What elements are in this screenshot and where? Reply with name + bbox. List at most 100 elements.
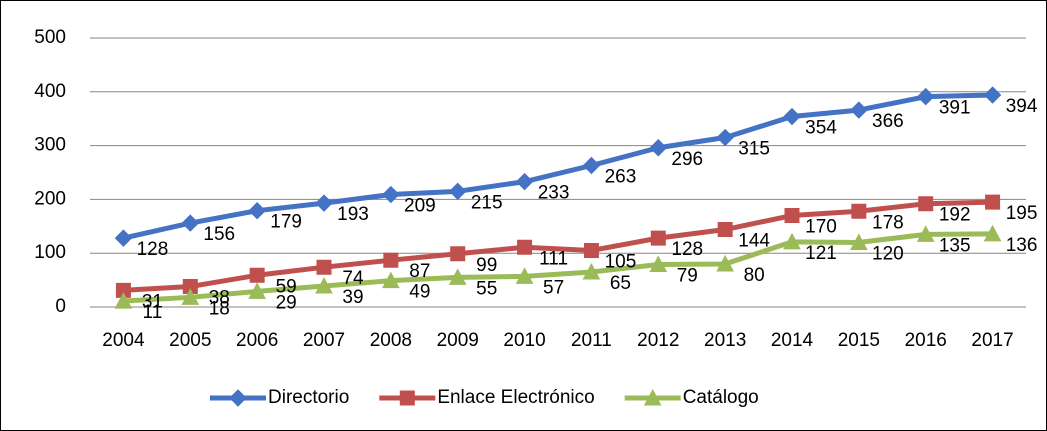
data-label: 11 xyxy=(143,302,163,323)
marker xyxy=(583,243,599,259)
data-label: 29 xyxy=(276,292,297,313)
y-tick-label: 100 xyxy=(34,242,66,263)
data-label: 193 xyxy=(337,204,369,225)
legend-label: Catálogo xyxy=(683,387,759,408)
x-tick-label: 2009 xyxy=(437,330,479,351)
legend-marker xyxy=(643,388,662,406)
marker xyxy=(783,232,801,250)
data-label: 315 xyxy=(738,139,770,160)
marker xyxy=(449,182,467,201)
data-label: 179 xyxy=(270,212,302,233)
data-label: 38 xyxy=(209,288,230,309)
data-label: 80 xyxy=(744,265,765,286)
marker xyxy=(582,156,601,175)
marker xyxy=(316,259,332,275)
data-label: 31 xyxy=(142,291,163,312)
y-tick-label: 500 xyxy=(34,27,66,48)
marker xyxy=(181,288,200,305)
marker xyxy=(650,230,666,246)
marker xyxy=(784,208,800,224)
marker xyxy=(382,185,400,204)
x-tick-label: 2013 xyxy=(704,330,746,351)
data-label: 39 xyxy=(342,287,363,308)
data-label: 296 xyxy=(671,149,703,170)
marker xyxy=(181,214,199,232)
y-tick-label: 200 xyxy=(34,188,66,209)
marker xyxy=(716,128,734,147)
data-label: 263 xyxy=(605,167,637,188)
data-label: 195 xyxy=(1006,203,1038,224)
marker xyxy=(182,279,198,295)
data-label: 354 xyxy=(805,118,837,139)
marker xyxy=(716,254,734,272)
x-tick-label: 2004 xyxy=(102,330,145,351)
data-label: 79 xyxy=(677,266,698,287)
marker xyxy=(917,87,935,106)
marker xyxy=(515,172,534,191)
marker xyxy=(115,282,131,298)
marker xyxy=(985,194,1001,210)
marker xyxy=(448,268,467,285)
y-tick-label: 400 xyxy=(34,81,66,102)
marker xyxy=(983,224,1002,242)
x-tick-label: 2006 xyxy=(236,330,278,351)
marker xyxy=(983,86,1002,104)
marker xyxy=(850,233,868,250)
marker xyxy=(315,194,333,212)
data-label: 144 xyxy=(738,231,770,252)
y-tick-label: 300 xyxy=(34,135,66,156)
x-tick-label: 2011 xyxy=(571,330,612,351)
series-line xyxy=(123,199,993,293)
marker xyxy=(248,201,266,220)
marker xyxy=(383,252,399,268)
marker xyxy=(649,139,667,157)
data-label: 65 xyxy=(610,273,631,294)
marker xyxy=(515,267,534,284)
marker xyxy=(918,196,934,212)
series-line xyxy=(123,231,993,304)
data-label: 136 xyxy=(1006,235,1038,256)
data-label: 105 xyxy=(605,252,637,273)
data-label: 156 xyxy=(203,224,235,245)
marker xyxy=(517,239,533,255)
marker xyxy=(382,271,400,289)
data-label: 120 xyxy=(872,243,904,264)
data-label: 128 xyxy=(671,239,703,260)
x-tick-label: 2008 xyxy=(370,330,412,351)
data-label: 18 xyxy=(209,298,230,319)
series-line xyxy=(122,92,993,241)
data-label: 170 xyxy=(805,217,837,238)
data-label: 135 xyxy=(939,235,971,256)
x-tick-label: 2010 xyxy=(503,330,545,351)
marker xyxy=(851,203,867,219)
data-label: 99 xyxy=(476,255,497,276)
x-tick-label: 2005 xyxy=(169,330,211,351)
data-label: 233 xyxy=(538,183,570,204)
legend-label: Directorio xyxy=(268,387,349,408)
data-label: 87 xyxy=(409,261,430,282)
marker xyxy=(114,229,133,247)
data-label: 121 xyxy=(805,243,837,264)
data-label: 59 xyxy=(276,276,297,297)
data-label: 74 xyxy=(342,268,364,289)
data-label: 111 xyxy=(539,248,568,269)
data-label: 192 xyxy=(939,205,971,226)
data-label: 366 xyxy=(872,111,904,132)
x-tick-label: 2017 xyxy=(971,330,1013,351)
marker xyxy=(582,262,601,280)
marker xyxy=(114,292,133,309)
data-label: 215 xyxy=(471,192,503,213)
legend-marker xyxy=(399,390,415,406)
data-label: 178 xyxy=(872,212,904,233)
data-label: 391 xyxy=(939,98,971,119)
marker xyxy=(649,255,668,272)
marker xyxy=(248,282,266,299)
x-tick-label: 2014 xyxy=(771,330,814,351)
data-label: 209 xyxy=(404,196,436,217)
marker xyxy=(717,222,733,238)
x-tick-label: 2016 xyxy=(905,330,947,351)
y-tick-label: 0 xyxy=(55,296,66,317)
marker xyxy=(850,101,868,119)
